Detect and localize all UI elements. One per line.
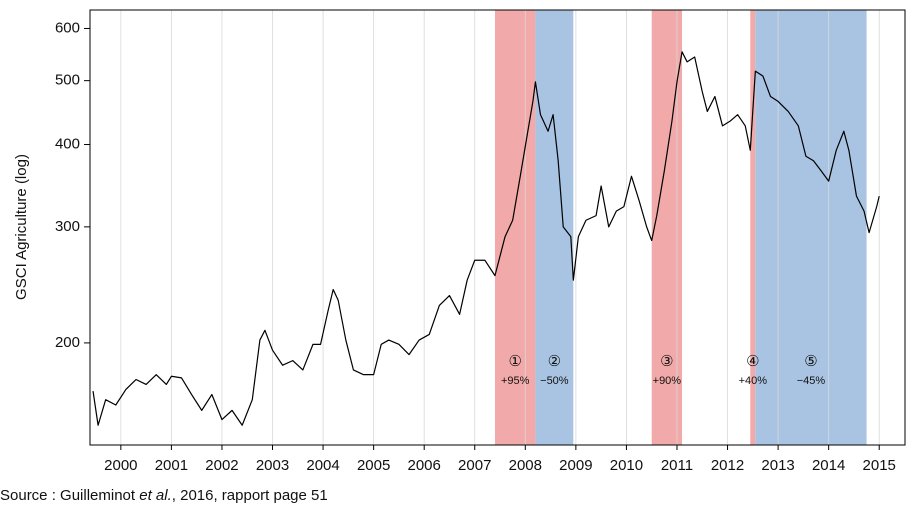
period-band	[750, 10, 756, 445]
x-tick-label: 2013	[761, 457, 794, 474]
period-band	[494, 10, 536, 445]
period-marker: ①	[508, 353, 521, 370]
x-tick-label: 2011	[661, 457, 693, 474]
x-tick-label: 2000	[104, 457, 137, 474]
periods	[120, 10, 880, 445]
source-italic: et al.	[139, 487, 172, 504]
price-line	[92, 51, 880, 426]
x-tick-label: 2005	[357, 457, 390, 474]
period-marker: ③	[660, 353, 673, 370]
x-tick-label: 2009	[559, 457, 592, 474]
x-tick-label: 2004	[306, 457, 339, 474]
y-tick-label: 200	[55, 334, 80, 351]
period-band	[755, 10, 867, 445]
y-tick-label: 600	[55, 19, 80, 36]
x-tick-label: 2006	[408, 457, 441, 474]
period-label: +90%	[653, 375, 682, 387]
x-tick-label: 2014	[812, 457, 845, 474]
y-tick-label: 300	[55, 218, 80, 235]
plot-frame	[89, 9, 906, 446]
y-tick-label: 500	[55, 72, 80, 89]
period-label: +95%	[501, 375, 530, 387]
source: Source : Guilleminot et al., 2016, rappo…	[0, 487, 328, 504]
x-tick-label: 2008	[509, 457, 542, 474]
period-marker: ⑤	[804, 353, 817, 370]
x-tick-label: 2015	[863, 457, 896, 474]
source-text: , 2016, rapport page 51	[172, 487, 328, 504]
period-label: −45%	[797, 375, 826, 387]
x-tick-label: 2010	[610, 457, 643, 474]
y-tick-label: 400	[55, 135, 80, 152]
period-band	[535, 10, 574, 445]
source-text: Source : Guilleminot	[0, 487, 139, 504]
x-tick-label: 2007	[458, 457, 491, 474]
period-marker: ②	[548, 353, 561, 370]
x-tick-label: 2002	[205, 457, 238, 474]
x-tick-label: 2012	[711, 457, 744, 474]
x-tick-label: 2003	[256, 457, 289, 474]
period-marker: ④	[746, 353, 759, 370]
x-tick-label: 2001	[155, 457, 188, 474]
period-label: −50%	[540, 375, 569, 387]
y-axis-label: GSCI Agriculture (log)	[13, 154, 30, 300]
period-label: +40%	[739, 375, 768, 387]
